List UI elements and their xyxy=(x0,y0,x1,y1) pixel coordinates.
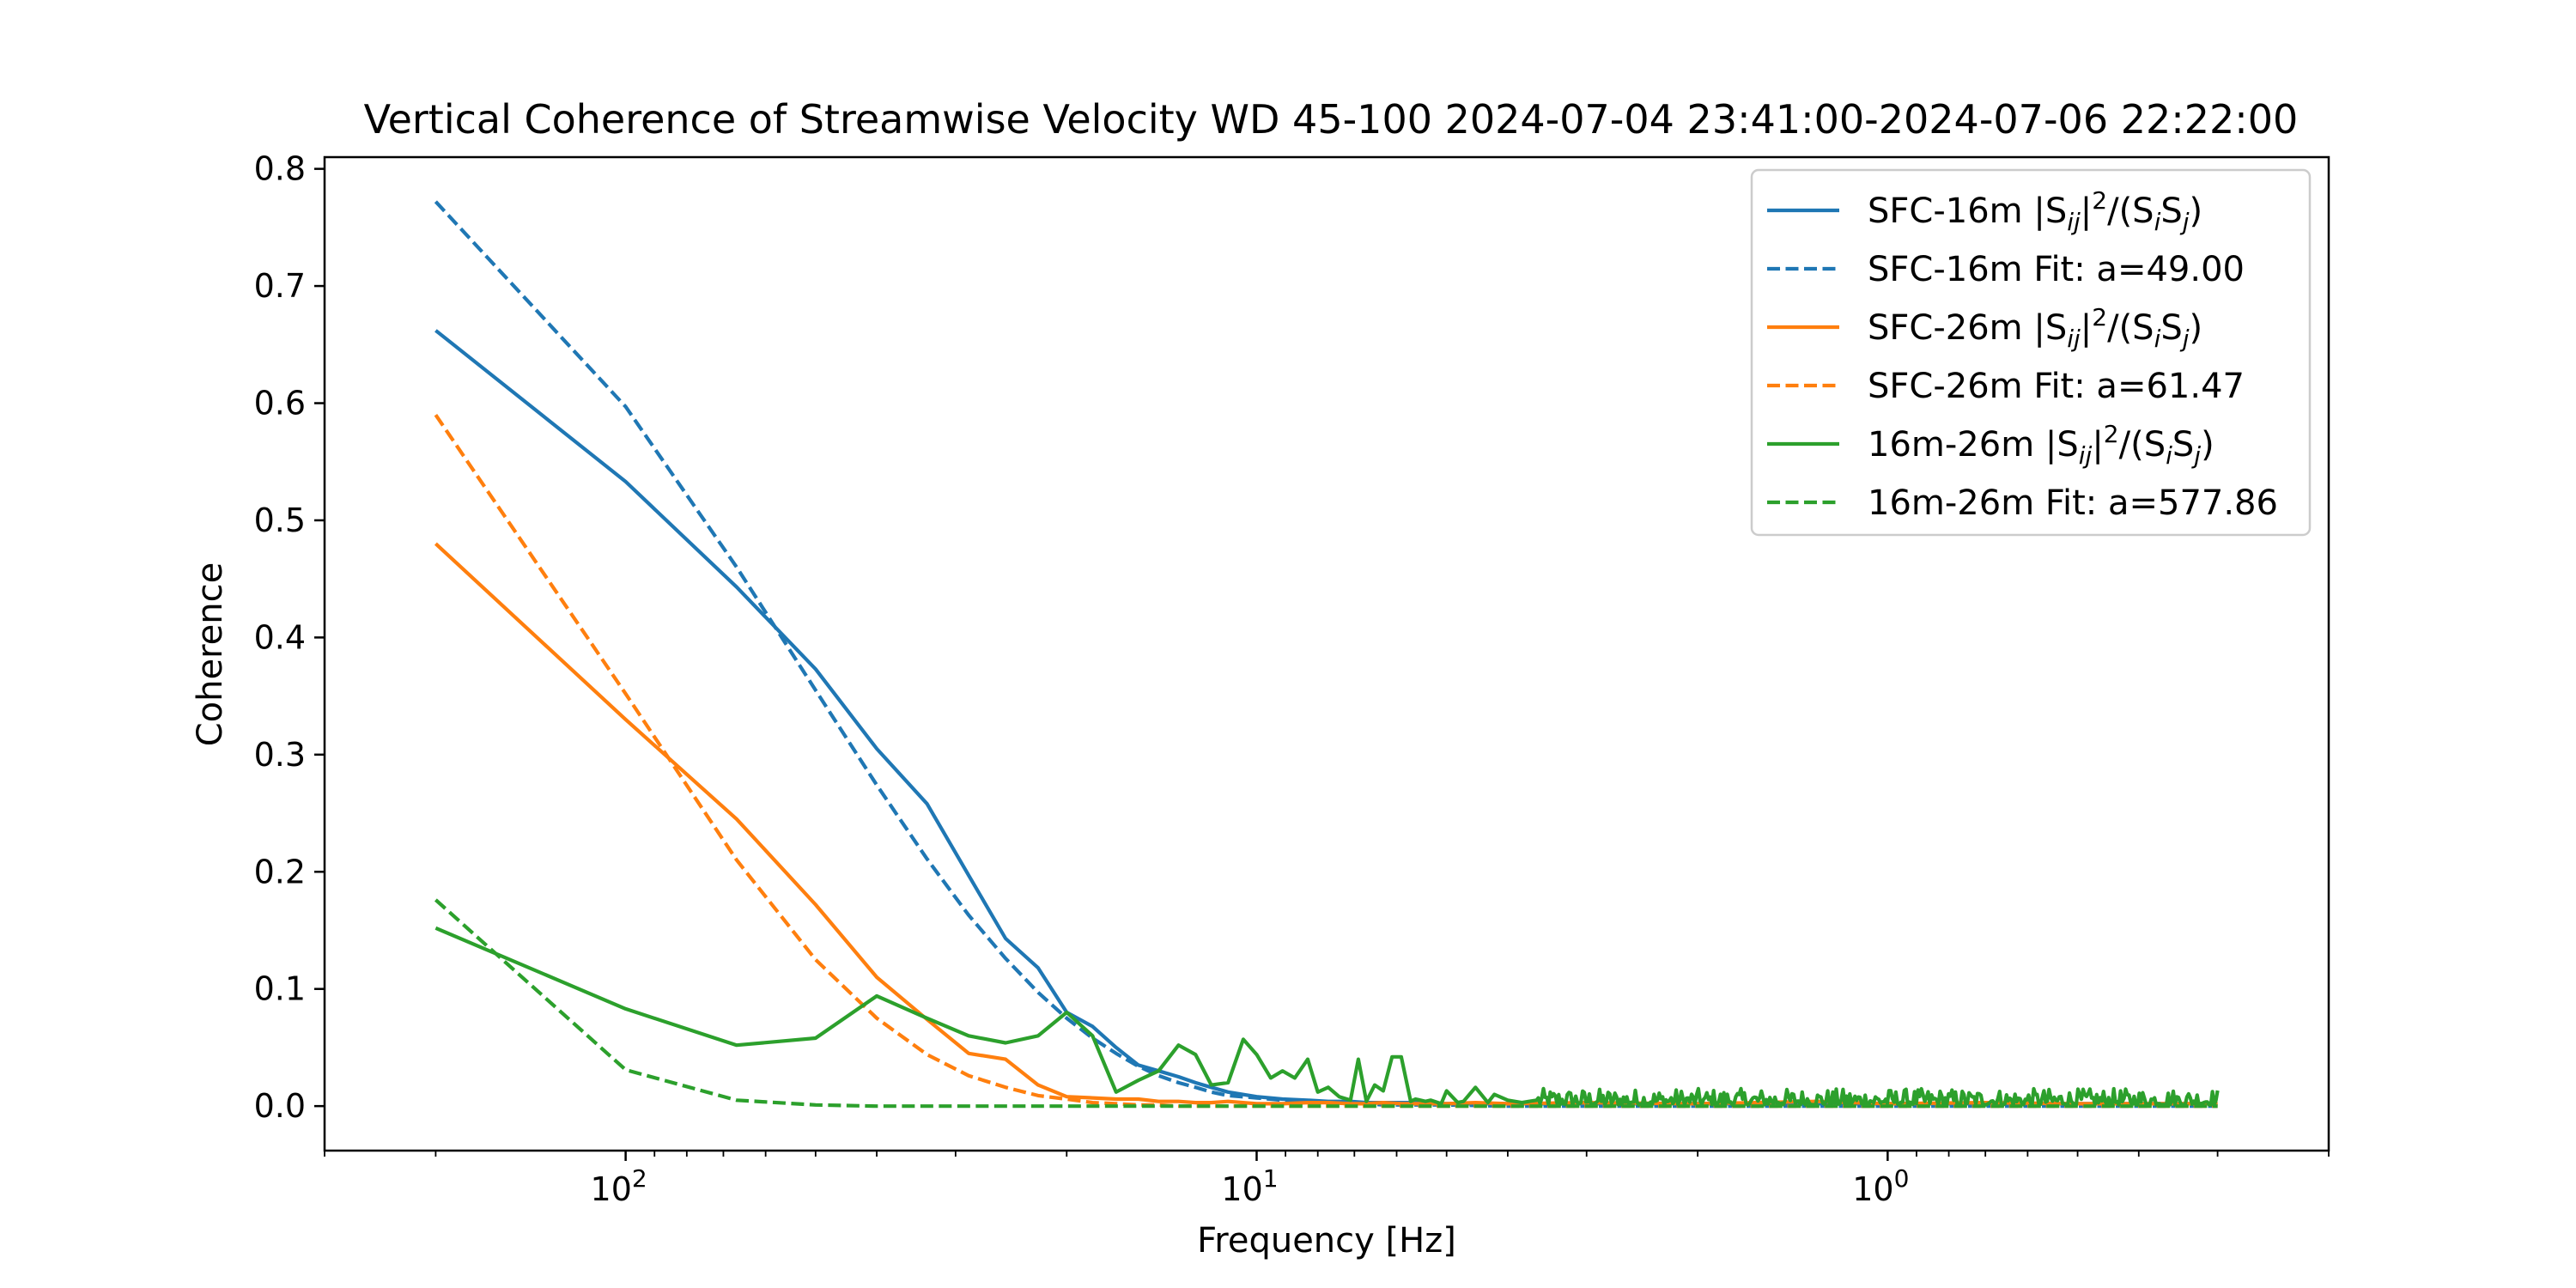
x-tick-label: 100 xyxy=(1852,1164,1909,1208)
plot-frame xyxy=(323,155,2330,1152)
legend-label: 16m-26m |Sij|2/(SiSj) xyxy=(1868,420,2215,470)
y-tick-label: 0.5 xyxy=(254,501,306,539)
x-axis-label: Frequency [Hz] xyxy=(1197,1221,1456,1261)
y-tick-label: 0.7 xyxy=(254,267,306,305)
plot-lines xyxy=(434,200,2220,1109)
y-tick-label: 0.1 xyxy=(254,970,306,1008)
x-axis-ticks: 102 101 100 xyxy=(324,1151,2330,1208)
legend-label: SFC-26m Fit: a=61.47 xyxy=(1868,367,2245,406)
y-tick-label: 0.8 xyxy=(254,150,306,188)
y-axis-ticks: 0.0 0.1 0.2 0.3 0.4 0.5 0.6 0.7 0.8 xyxy=(254,150,325,1125)
y-tick-label: 0.2 xyxy=(254,853,306,890)
chart-title: Vertical Coherence of Streamwise Velocit… xyxy=(364,96,2299,143)
y-tick-label: 0.3 xyxy=(254,736,306,774)
legend-label: SFC-16m Fit: a=49.00 xyxy=(1868,250,2245,289)
legend-label: 16m-26m Fit: a=577.86 xyxy=(1868,483,2278,523)
series-line-5 xyxy=(434,926,2220,1107)
series-line-6 xyxy=(434,898,2218,1109)
x-tick-label: 102 xyxy=(591,1164,647,1208)
legend-label: SFC-26m |Sij|2/(SiSj) xyxy=(1868,303,2202,353)
y-tick-label: 0.0 xyxy=(254,1087,306,1125)
legend: SFC-16m |Sij|2/(SiSj) SFC-16m Fit: a=49.0… xyxy=(1750,168,2312,537)
y-axis-label: Coherence xyxy=(191,562,230,747)
legend-box xyxy=(1750,168,2312,537)
y-tick-label: 0.6 xyxy=(254,385,306,422)
y-tick-label: 0.4 xyxy=(254,618,306,656)
x-tick-label: 101 xyxy=(1221,1164,1278,1208)
legend-label: SFC-16m |Sij|2/(SiSj) xyxy=(1868,186,2202,236)
